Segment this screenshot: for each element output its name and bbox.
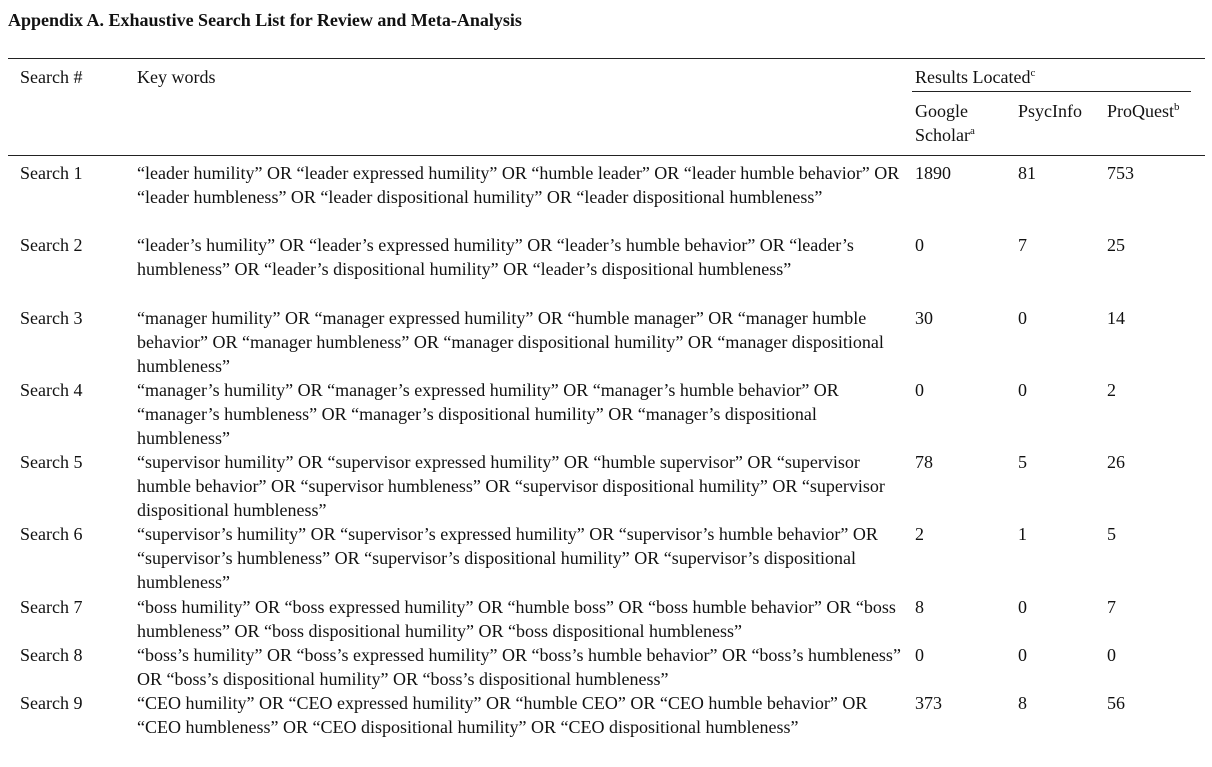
row-8-keywords: “boss’s humility” OR “boss’s expressed h… <box>137 645 901 689</box>
table-top-rule <box>8 58 1205 59</box>
row-5-google-scholar: 78 <box>915 452 933 472</box>
row-6-psycinfo: 1 <box>1018 524 1027 544</box>
header-psycinfo: PsycInfo <box>1018 101 1082 121</box>
row-4-keywords: “manager’s humility” OR “manager’s expre… <box>137 380 839 448</box>
row-4-psycinfo: 0 <box>1018 380 1027 400</box>
row-1-keywords: “leader humility” OR “leader expressed h… <box>137 163 900 207</box>
row-4-google-scholar: 0 <box>915 380 924 400</box>
header-proquest-label: ProQuest <box>1107 101 1174 121</box>
table-title: Appendix A. Exhaustive Search List for R… <box>8 10 522 30</box>
row-2-proquest: 25 <box>1107 235 1125 255</box>
header-proquest-footnote: b <box>1174 101 1180 113</box>
results-group-rule <box>912 91 1191 92</box>
row-8-google-scholar: 0 <box>915 645 924 665</box>
row-3-keywords: “manager humility” OR “manager expressed… <box>137 308 884 376</box>
row-5-proquest: 26 <box>1107 452 1125 472</box>
row-1-search: Search 1 <box>20 163 83 183</box>
row-6-google-scholar: 2 <box>915 524 924 544</box>
row-5-psycinfo: 5 <box>1018 452 1027 472</box>
header-google-line1: Google <box>915 101 968 121</box>
row-3-google-scholar: 30 <box>915 308 933 328</box>
row-2-psycinfo: 7 <box>1018 235 1027 255</box>
row-7-keywords: “boss humility” OR “boss expressed humil… <box>137 597 896 641</box>
row-7-search: Search 7 <box>20 597 83 617</box>
row-1-psycinfo: 81 <box>1018 163 1036 183</box>
row-3-psycinfo: 0 <box>1018 308 1027 328</box>
header-results-footnote: c <box>1030 67 1036 79</box>
header-proquest: ProQuestb <box>1107 99 1180 123</box>
row-9-search: Search 9 <box>20 693 83 713</box>
row-1-proquest: 753 <box>1107 163 1134 183</box>
row-8-proquest: 0 <box>1107 645 1116 665</box>
row-2-search: Search 2 <box>20 235 83 255</box>
row-4-proquest: 2 <box>1107 380 1116 400</box>
row-3-proquest: 14 <box>1107 308 1125 328</box>
row-9-keywords: “CEO humility” OR “CEO expressed humilit… <box>137 693 868 737</box>
header-search-number: Search # <box>20 67 83 87</box>
row-7-psycinfo: 0 <box>1018 597 1027 617</box>
row-8-psycinfo: 0 <box>1018 645 1027 665</box>
header-google-scholar: Google Scholara <box>915 99 975 147</box>
row-2-keywords: “leader’s humility” OR “leader’s express… <box>137 235 854 279</box>
row-7-google-scholar: 8 <box>915 597 924 617</box>
row-2-google-scholar: 0 <box>915 235 924 255</box>
row-6-search: Search 6 <box>20 524 83 544</box>
row-5-keywords: “supervisor humility” OR “supervisor exp… <box>137 452 885 520</box>
row-9-psycinfo: 8 <box>1018 693 1027 713</box>
row-5-search: Search 5 <box>20 452 83 472</box>
row-9-proquest: 56 <box>1107 693 1125 713</box>
header-bottom-rule <box>8 155 1205 156</box>
header-google-footnote: a <box>969 125 975 137</box>
row-9-google-scholar: 373 <box>915 693 942 713</box>
row-3-search: Search 3 <box>20 308 83 328</box>
header-google-line2: Scholar <box>915 125 970 145</box>
header-results-label: Results Located <box>915 67 1031 87</box>
row-6-proquest: 5 <box>1107 524 1116 544</box>
header-key-words: Key words <box>137 67 216 87</box>
row-1-google-scholar: 1890 <box>915 163 951 183</box>
row-6-keywords: “supervisor’s humility” OR “supervisor’s… <box>137 524 878 592</box>
header-results-located: Results Locatedc <box>915 65 1035 89</box>
row-4-search: Search 4 <box>20 380 83 400</box>
row-8-search: Search 8 <box>20 645 83 665</box>
row-7-proquest: 7 <box>1107 597 1116 617</box>
